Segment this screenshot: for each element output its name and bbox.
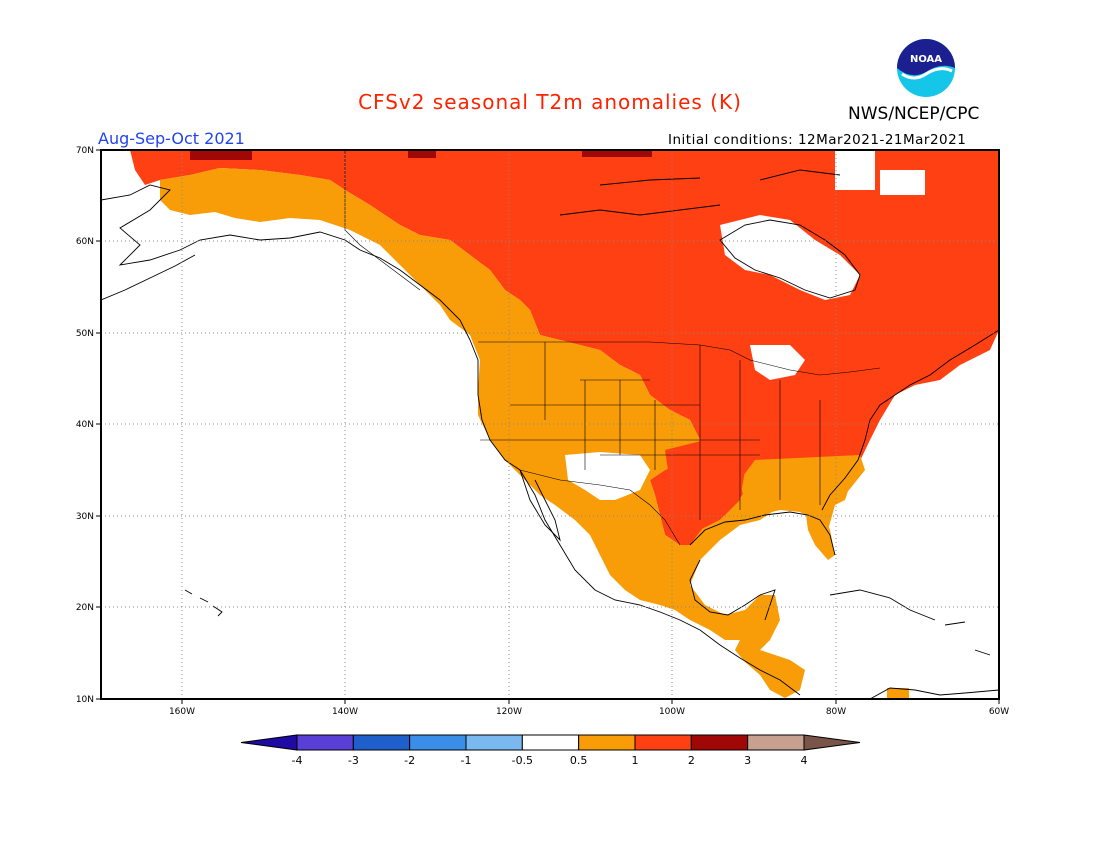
- coastline-hawaii: [184, 589, 223, 617]
- colorbar-segment: [296, 734, 354, 751]
- colorbar: -4 -3 -2 -1 -0.5 0.5 1 2 3 4: [240, 734, 861, 767]
- near-normal-arctic: [835, 150, 875, 190]
- near-normal-great-lakes: [750, 345, 805, 380]
- graticule: [101, 150, 999, 699]
- colorbar-segment: [409, 734, 467, 751]
- initial-conditions: Initial conditions: 12Mar2021-21Mar2021: [668, 132, 967, 148]
- anomaly-region-2-3K: [408, 150, 436, 158]
- border-us-canada: [478, 341, 881, 376]
- border-us-mexico: [519, 469, 681, 546]
- colorbar-segment: [803, 734, 861, 751]
- border-alaska-canada: [344, 150, 421, 291]
- border-us-states: [480, 342, 821, 520]
- lat-label: 20N: [76, 603, 94, 613]
- axis-ticks: [96, 149, 1000, 704]
- anomaly-region-central-america: [735, 595, 805, 698]
- lon-label: 100W: [659, 707, 685, 717]
- colorbar-label: -1: [461, 754, 472, 767]
- colorbar-segment: [634, 734, 692, 751]
- organization-label: NWS/NCEP/CPC: [848, 104, 980, 124]
- colorbar-segment: [747, 734, 805, 751]
- latitude-labels: 70N 60N 50N 40N 30N 20N 10N: [76, 146, 94, 705]
- lon-label: 140W: [332, 707, 358, 717]
- colorbar-segment: [578, 734, 636, 751]
- colorbar-segment: [690, 734, 749, 751]
- coastline-caribbean: [944, 621, 991, 656]
- anomaly-region-2-3K: [190, 150, 252, 160]
- coastline-baja: [519, 469, 561, 542]
- lat-label: 50N: [76, 329, 94, 339]
- coastline-cuba: [829, 589, 936, 621]
- anomaly-region-florida: [806, 510, 835, 560]
- lat-label: 70N: [76, 146, 94, 156]
- coastline-east: [821, 329, 999, 511]
- lon-label: 80W: [826, 707, 846, 717]
- colorbar-label: -3: [348, 754, 359, 767]
- lon-label: 160W: [169, 707, 195, 717]
- anomaly-region-southeast-0.5-1K: [740, 455, 865, 530]
- logo-text: NOAA: [910, 54, 942, 65]
- map-title: CFSv2 seasonal T2m anomalies (K): [358, 90, 742, 114]
- coastline-aleutians: [101, 254, 196, 301]
- colorbar-label: -0.5: [512, 754, 533, 767]
- anomaly-region-south-america: [887, 688, 909, 699]
- colorbar-segment: [521, 734, 580, 751]
- anomaly-region-2-3K: [582, 150, 652, 157]
- coastline-hudson-bay: [719, 219, 861, 299]
- colorbar-segment: [240, 734, 298, 751]
- noaa-logo-icon: NOAA: [897, 39, 955, 97]
- lon-label: 120W: [496, 707, 522, 717]
- political-borders: [344, 150, 881, 546]
- coastline-arctic: [559, 169, 841, 216]
- anomaly-field: [130, 150, 999, 699]
- colorbar-label: -2: [404, 754, 415, 767]
- lat-label: 10N: [76, 695, 94, 705]
- coastline-gulf: [689, 559, 776, 621]
- coastline-west-coast: [469, 339, 801, 696]
- colorbar-label: -4: [292, 754, 303, 767]
- coastline-gulf-north: [689, 511, 836, 556]
- colorbar-segment: [465, 734, 523, 751]
- forecast-period: Aug-Sep-Oct 2021: [98, 129, 245, 148]
- anomaly-region-0.5-1K: [160, 168, 855, 650]
- longitude-labels: 160W 140W 120W 100W 80W 60W: [169, 707, 1009, 717]
- lat-label: 30N: [76, 512, 94, 522]
- coastline-alaska: [101, 184, 471, 341]
- near-normal-southwest: [565, 452, 650, 500]
- colorbar-label: 0.5: [570, 754, 588, 767]
- lat-label: 60N: [76, 237, 94, 247]
- colorbar-label: 3: [744, 754, 751, 767]
- coastlines: [101, 169, 999, 699]
- near-normal-labrador: [880, 170, 925, 195]
- coastline-south-america: [869, 687, 999, 699]
- colorbar-label: 2: [688, 754, 695, 767]
- colorbar-label: 1: [632, 754, 639, 767]
- lon-label: 60W: [989, 707, 1009, 717]
- lat-label: 40N: [76, 420, 94, 430]
- near-normal-hudson-bay: [720, 215, 860, 300]
- colorbar-segment: [352, 734, 411, 751]
- colorbar-label: 4: [801, 754, 808, 767]
